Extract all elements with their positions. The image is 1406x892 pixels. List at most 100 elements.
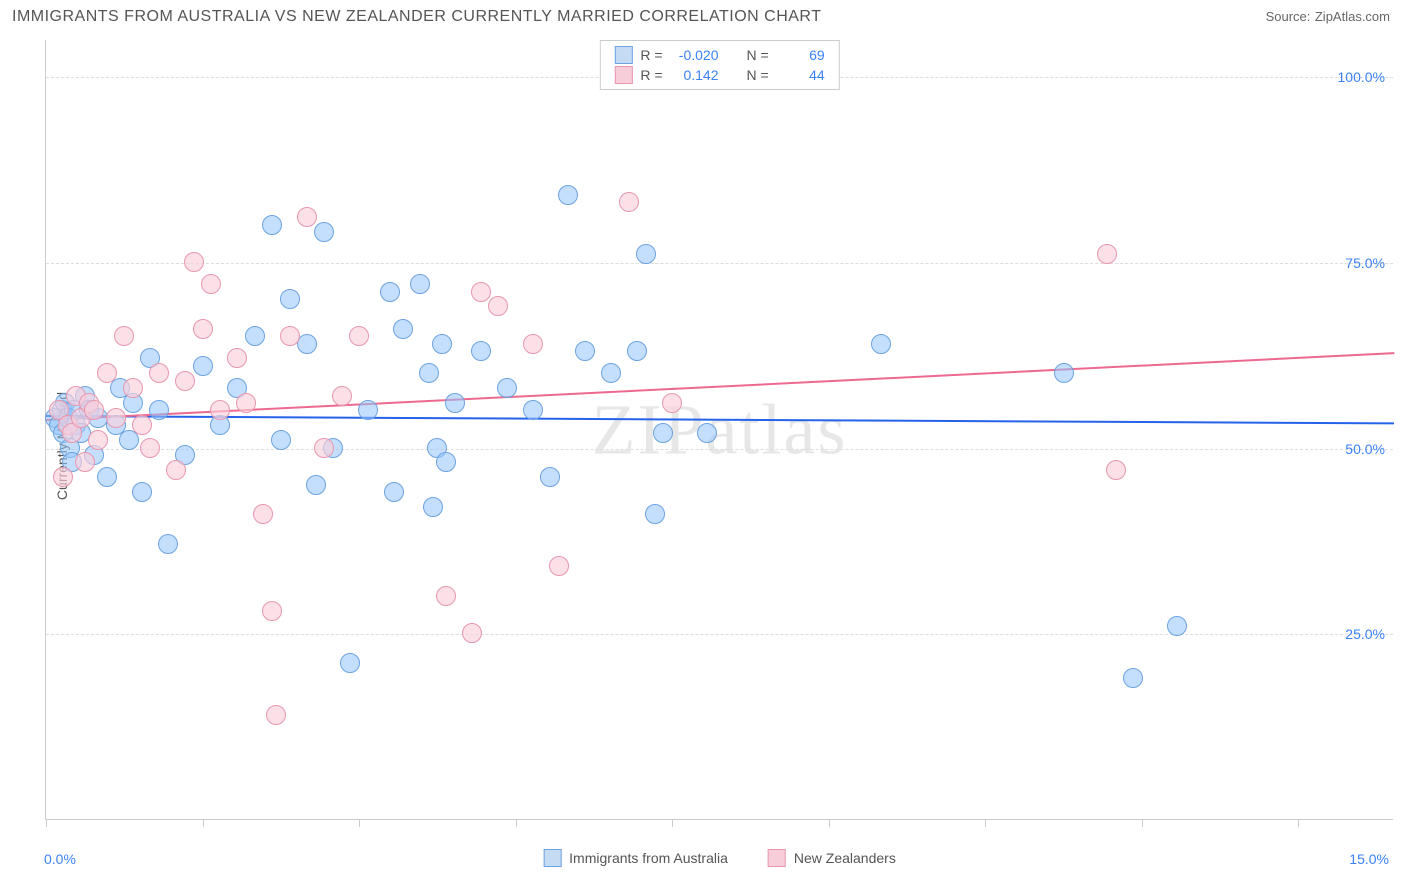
x-tick (1298, 819, 1299, 827)
scatter-point (166, 460, 186, 480)
legend-series: Immigrants from AustraliaNew Zealanders (543, 849, 896, 867)
scatter-point (114, 326, 134, 346)
legend-stat-row: R =0.142N =44 (614, 65, 824, 85)
scatter-point (140, 438, 160, 458)
scatter-point (132, 415, 152, 435)
scatter-point (53, 467, 73, 487)
x-tick (1142, 819, 1143, 827)
x-tick (516, 819, 517, 827)
scatter-point (384, 482, 404, 502)
scatter-point (132, 482, 152, 502)
legend-stats: R =-0.020N =69R =0.142N =44 (599, 40, 839, 90)
n-label: N = (747, 67, 769, 83)
scatter-point (280, 289, 300, 309)
scatter-point (193, 356, 213, 376)
scatter-point (106, 408, 126, 428)
scatter-point (445, 393, 465, 413)
scatter-point (75, 452, 95, 472)
scatter-point (636, 244, 656, 264)
scatter-point (271, 430, 291, 450)
scatter-point (523, 334, 543, 354)
scatter-point (306, 475, 326, 495)
scatter-point (410, 274, 430, 294)
scatter-point (297, 207, 317, 227)
scatter-point (558, 185, 578, 205)
scatter-point (1167, 616, 1187, 636)
scatter-point (697, 423, 717, 443)
gridline (46, 449, 1393, 450)
trend-line (46, 415, 1394, 424)
scatter-point (253, 504, 273, 524)
scatter-point (432, 334, 452, 354)
x-tick (359, 819, 360, 827)
scatter-point (380, 282, 400, 302)
x-axis-min-label: 0.0% (44, 851, 76, 867)
scatter-point (201, 274, 221, 294)
n-value: 69 (777, 47, 825, 63)
scatter-point (436, 586, 456, 606)
y-tick-label: 100.0% (1338, 69, 1385, 85)
scatter-point (436, 452, 456, 472)
source: Source: ZipAtlas.com (1266, 8, 1390, 26)
scatter-point (462, 623, 482, 643)
scatter-point (423, 497, 443, 517)
gridline (46, 263, 1393, 264)
scatter-point (349, 326, 369, 346)
y-tick-label: 75.0% (1345, 255, 1385, 271)
scatter-point (175, 371, 195, 391)
scatter-point (497, 378, 517, 398)
n-value: 44 (777, 67, 825, 83)
x-tick (829, 819, 830, 827)
legend-swatch (543, 849, 561, 867)
scatter-point (619, 192, 639, 212)
scatter-point (88, 430, 108, 450)
scatter-point (549, 556, 569, 576)
scatter-point (184, 252, 204, 272)
scatter-point (245, 326, 265, 346)
scatter-point (149, 400, 169, 420)
legend-stat-row: R =-0.020N =69 (614, 45, 824, 65)
scatter-point (393, 319, 413, 339)
scatter-point (332, 386, 352, 406)
scatter-point (601, 363, 621, 383)
scatter-point (97, 467, 117, 487)
x-tick (203, 819, 204, 827)
gridline (46, 634, 1393, 635)
scatter-point (158, 534, 178, 554)
y-tick-label: 25.0% (1345, 626, 1385, 642)
scatter-point (653, 423, 673, 443)
x-tick (985, 819, 986, 827)
y-tick-label: 50.0% (1345, 441, 1385, 457)
scatter-point (262, 601, 282, 621)
n-label: N = (747, 47, 769, 63)
r-label: R = (640, 67, 662, 83)
scatter-point (871, 334, 891, 354)
scatter-point (627, 341, 647, 361)
source-label: Source: (1266, 9, 1311, 24)
scatter-point (193, 319, 213, 339)
scatter-point (149, 363, 169, 383)
scatter-point (1097, 244, 1117, 264)
scatter-point (210, 400, 230, 420)
legend-series-label: Immigrants from Australia (569, 850, 728, 866)
r-label: R = (640, 47, 662, 63)
scatter-point (297, 334, 317, 354)
scatter-point (314, 222, 334, 242)
scatter-point (97, 363, 117, 383)
scatter-point (419, 363, 439, 383)
x-axis-max-label: 15.0% (1349, 851, 1389, 867)
scatter-point (471, 341, 491, 361)
scatter-point (540, 467, 560, 487)
x-tick (46, 819, 47, 827)
scatter-point (523, 400, 543, 420)
scatter-point (1106, 460, 1126, 480)
scatter-point (262, 215, 282, 235)
scatter-point (575, 341, 595, 361)
scatter-point (84, 400, 104, 420)
x-tick (672, 819, 673, 827)
legend-swatch (614, 46, 632, 64)
scatter-chart: ZIPatlas R =-0.020N =69R =0.142N =44 0.0… (45, 40, 1393, 820)
scatter-point (1054, 363, 1074, 383)
scatter-point (1123, 668, 1143, 688)
scatter-point (471, 282, 491, 302)
